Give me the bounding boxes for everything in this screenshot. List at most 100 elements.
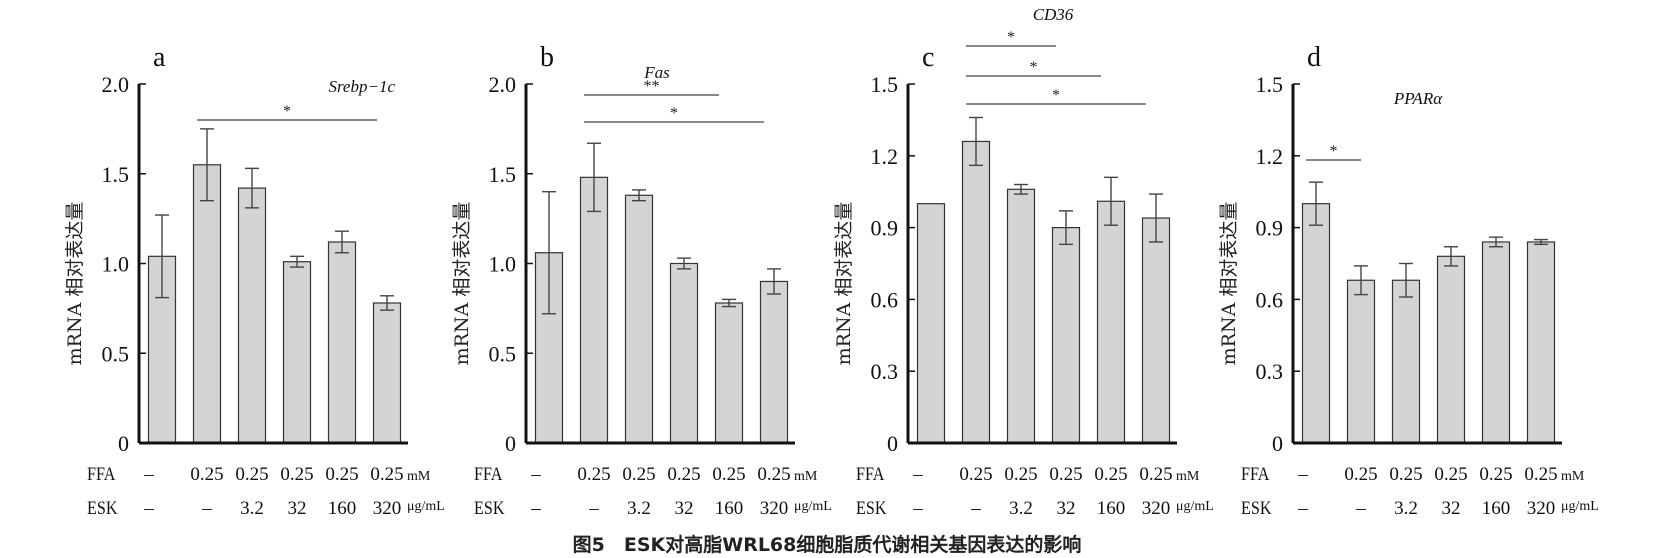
- y-axis-label: mRNA 相对表达量: [833, 202, 855, 366]
- row-value: 0.25: [1524, 464, 1557, 485]
- y-tick-label: 0.5: [489, 341, 517, 366]
- bar: [714, 302, 744, 444]
- row-label: ESK: [474, 497, 505, 519]
- y-tick-label: 1.5: [1256, 72, 1284, 97]
- row-value: –: [530, 498, 541, 519]
- row-unit: μg/mL: [794, 499, 832, 514]
- row-value: 0.25: [667, 464, 700, 485]
- panel-letter-d: d: [1307, 42, 1321, 73]
- y-tick-label: 0.6: [871, 287, 899, 312]
- row-label: FFA: [474, 463, 503, 485]
- bar: [669, 262, 699, 444]
- bar: [1141, 217, 1171, 444]
- row-value: 0.25: [1004, 464, 1037, 485]
- bar: [327, 241, 357, 444]
- row-value: –: [201, 498, 212, 519]
- figure-caption: 图5 ESK对高脂WRL68细胞脂质代谢相关基因表达的影响: [572, 534, 1082, 556]
- row-value: 3.2: [240, 498, 264, 519]
- row-value: 0.25: [1344, 464, 1377, 485]
- row-unit: mM: [1561, 469, 1585, 484]
- bar: [1436, 255, 1466, 444]
- bar: [1346, 279, 1376, 444]
- significance-marker: **: [644, 78, 660, 95]
- bar: [579, 176, 609, 444]
- row-value: 0.25: [959, 464, 992, 485]
- significance-marker: *: [283, 103, 291, 120]
- gene-title: Fas: [643, 63, 670, 82]
- row-value: 0.25: [325, 464, 358, 485]
- bar: [282, 261, 312, 444]
- row-value: –: [970, 498, 981, 519]
- row-value: 32: [1057, 498, 1076, 519]
- row-value: –: [1297, 464, 1308, 485]
- bar: [624, 194, 654, 444]
- significance-marker: *: [1030, 59, 1038, 76]
- row-unit: μg/mL: [407, 499, 445, 514]
- row-unit: mM: [794, 469, 818, 484]
- significance-marker: *: [1330, 143, 1338, 160]
- row-value: –: [530, 464, 541, 485]
- bar: [1301, 203, 1331, 444]
- panel-letter-c: c: [922, 42, 934, 73]
- row-value: 0.25: [712, 464, 745, 485]
- y-tick-label: 0: [505, 431, 516, 456]
- row-value: 320: [1142, 498, 1171, 519]
- gene-title: CD36: [1033, 5, 1074, 24]
- bar: [1096, 200, 1126, 444]
- bar: [961, 140, 991, 444]
- y-tick-label: 0.5: [102, 341, 130, 366]
- bar: [192, 164, 222, 444]
- y-axis-label: mRNA 相对表达量: [451, 202, 473, 366]
- y-tick-label: 0.6: [1256, 287, 1284, 312]
- row-value: –: [912, 464, 923, 485]
- row-value: 0.25: [190, 464, 223, 485]
- row-value: –: [1297, 498, 1308, 519]
- row-value: –: [912, 498, 923, 519]
- bar: [759, 280, 789, 444]
- row-value: –: [143, 498, 154, 519]
- y-tick-label: 1.5: [489, 162, 517, 187]
- significance-marker: *: [1052, 87, 1060, 104]
- row-label: ESK: [856, 497, 887, 519]
- row-unit: μg/mL: [1561, 499, 1599, 514]
- significance-marker: *: [670, 105, 678, 122]
- bar: [237, 187, 267, 444]
- row-value: –: [588, 498, 599, 519]
- y-tick-label: 0.3: [871, 359, 899, 384]
- bar: [1391, 279, 1421, 444]
- row-value: 320: [373, 498, 402, 519]
- row-value: 0.25: [577, 464, 610, 485]
- row-value: 0.25: [1094, 464, 1127, 485]
- y-tick-label: 0: [887, 431, 898, 456]
- row-value: 320: [760, 498, 789, 519]
- row-value: 0.25: [235, 464, 268, 485]
- row-label: FFA: [1241, 463, 1270, 485]
- y-tick-label: 0.9: [871, 216, 899, 241]
- y-tick-label: 0.9: [1256, 216, 1284, 241]
- row-value: 0.25: [280, 464, 313, 485]
- row-value: 0.25: [1434, 464, 1467, 485]
- row-value: 3.2: [1394, 498, 1418, 519]
- row-value: 0.25: [1139, 464, 1172, 485]
- row-value: 3.2: [627, 498, 651, 519]
- row-unit: mM: [407, 469, 431, 484]
- row-value: –: [1355, 498, 1366, 519]
- bar: [372, 302, 402, 444]
- row-value: 0.25: [1049, 464, 1082, 485]
- row-value: –: [143, 464, 154, 485]
- bar: [916, 203, 946, 444]
- panel-letter-a: a: [153, 42, 166, 73]
- row-value: 32: [1442, 498, 1461, 519]
- row-value: 32: [675, 498, 694, 519]
- significance-marker: *: [1007, 29, 1015, 46]
- bar: [1526, 241, 1556, 444]
- y-tick-label: 1.5: [871, 72, 899, 97]
- panel-letter-b: b: [540, 42, 554, 73]
- bar: [1051, 227, 1081, 444]
- y-tick-label: 2.0: [102, 72, 130, 97]
- row-value: 320: [1527, 498, 1556, 519]
- y-tick-label: 1.0: [489, 252, 517, 277]
- row-value: 0.25: [622, 464, 655, 485]
- bar: [1481, 241, 1511, 444]
